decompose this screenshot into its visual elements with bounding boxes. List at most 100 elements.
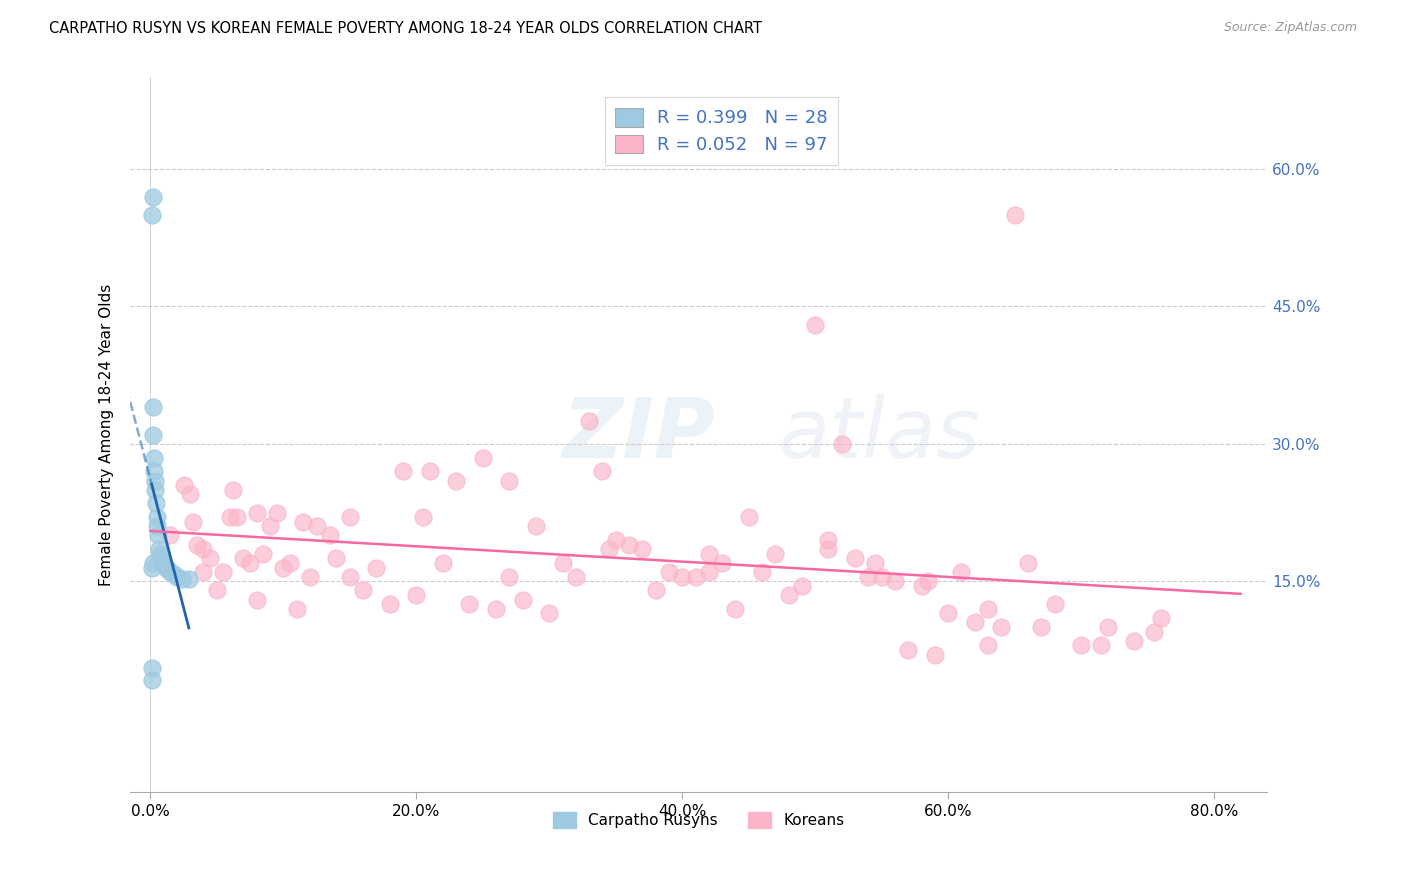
Point xyxy=(977,601,1000,615)
Point xyxy=(671,570,693,584)
Point xyxy=(858,570,880,584)
Point xyxy=(831,437,853,451)
Point xyxy=(219,510,242,524)
Point xyxy=(1150,611,1173,625)
Point xyxy=(198,551,221,566)
Point xyxy=(697,547,720,561)
Point xyxy=(319,528,342,542)
Point xyxy=(339,570,361,584)
Legend: Carpatho Rusyns, Koreans: Carpatho Rusyns, Koreans xyxy=(547,806,851,834)
Point xyxy=(910,579,932,593)
Point xyxy=(605,533,627,547)
Point xyxy=(177,573,200,587)
Point xyxy=(232,551,254,566)
Point xyxy=(146,519,169,533)
Text: CARPATHO RUSYN VS KOREAN FEMALE POVERTY AMONG 18-24 YEAR OLDS CORRELATION CHART: CARPATHO RUSYN VS KOREAN FEMALE POVERTY … xyxy=(49,21,762,36)
Point xyxy=(149,547,172,561)
Point xyxy=(471,450,494,465)
Point xyxy=(711,556,734,570)
Point xyxy=(339,510,361,524)
Point xyxy=(205,583,228,598)
Point xyxy=(884,574,907,589)
Point xyxy=(142,556,165,570)
Point xyxy=(644,583,666,598)
Point xyxy=(149,551,172,566)
Point xyxy=(763,547,786,561)
Point xyxy=(146,528,169,542)
Point xyxy=(863,556,886,570)
Point xyxy=(352,583,374,598)
Point xyxy=(1097,620,1119,634)
Point xyxy=(162,566,184,581)
Point xyxy=(1017,556,1039,570)
Point xyxy=(141,673,163,688)
Point xyxy=(366,560,388,574)
Point xyxy=(917,574,939,589)
Point xyxy=(142,189,165,203)
Point xyxy=(524,519,547,533)
Point xyxy=(1043,597,1066,611)
Text: ZIP: ZIP xyxy=(562,394,716,475)
Point xyxy=(950,565,973,579)
Point xyxy=(751,565,773,579)
Point xyxy=(538,607,561,621)
Point xyxy=(152,558,174,572)
Point xyxy=(817,533,839,547)
Point xyxy=(924,648,946,662)
Point xyxy=(1123,633,1146,648)
Point xyxy=(591,464,613,478)
Point xyxy=(181,515,204,529)
Point xyxy=(1143,624,1166,639)
Point xyxy=(804,318,827,332)
Point xyxy=(141,661,163,675)
Point xyxy=(498,474,520,488)
Point xyxy=(155,560,177,574)
Point xyxy=(598,542,620,557)
Point xyxy=(1004,208,1026,222)
Point xyxy=(578,414,600,428)
Point xyxy=(378,597,401,611)
Point xyxy=(392,464,415,478)
Point xyxy=(412,510,434,524)
Point xyxy=(252,547,274,561)
Point xyxy=(963,615,986,630)
Point xyxy=(266,506,288,520)
Point xyxy=(565,570,588,584)
Point xyxy=(305,519,328,533)
Point xyxy=(186,538,208,552)
Point xyxy=(512,592,534,607)
Point xyxy=(159,528,181,542)
Point xyxy=(738,510,761,524)
Point xyxy=(222,483,245,497)
Point xyxy=(142,427,165,442)
Point xyxy=(142,401,165,415)
Point xyxy=(724,601,747,615)
Point xyxy=(212,565,235,579)
Point xyxy=(1090,639,1112,653)
Point xyxy=(325,551,347,566)
Text: atlas: atlas xyxy=(779,394,980,475)
Point xyxy=(259,519,281,533)
Point xyxy=(143,464,166,478)
Point xyxy=(246,506,269,520)
Point xyxy=(141,208,163,222)
Point xyxy=(143,474,166,488)
Y-axis label: Female Poverty Among 18-24 Year Olds: Female Poverty Among 18-24 Year Olds xyxy=(100,284,114,586)
Point xyxy=(697,565,720,579)
Point xyxy=(145,510,167,524)
Point xyxy=(870,570,893,584)
Point xyxy=(936,607,959,621)
Point xyxy=(292,515,315,529)
Point xyxy=(298,570,321,584)
Point xyxy=(193,565,215,579)
Point xyxy=(990,620,1012,634)
Point xyxy=(173,478,195,492)
Point xyxy=(790,579,813,593)
Point xyxy=(150,556,173,570)
Point xyxy=(239,556,262,570)
Point xyxy=(485,601,508,615)
Point xyxy=(432,556,454,570)
Text: Source: ZipAtlas.com: Source: ZipAtlas.com xyxy=(1223,21,1357,34)
Point xyxy=(1031,620,1053,634)
Point xyxy=(285,601,308,615)
